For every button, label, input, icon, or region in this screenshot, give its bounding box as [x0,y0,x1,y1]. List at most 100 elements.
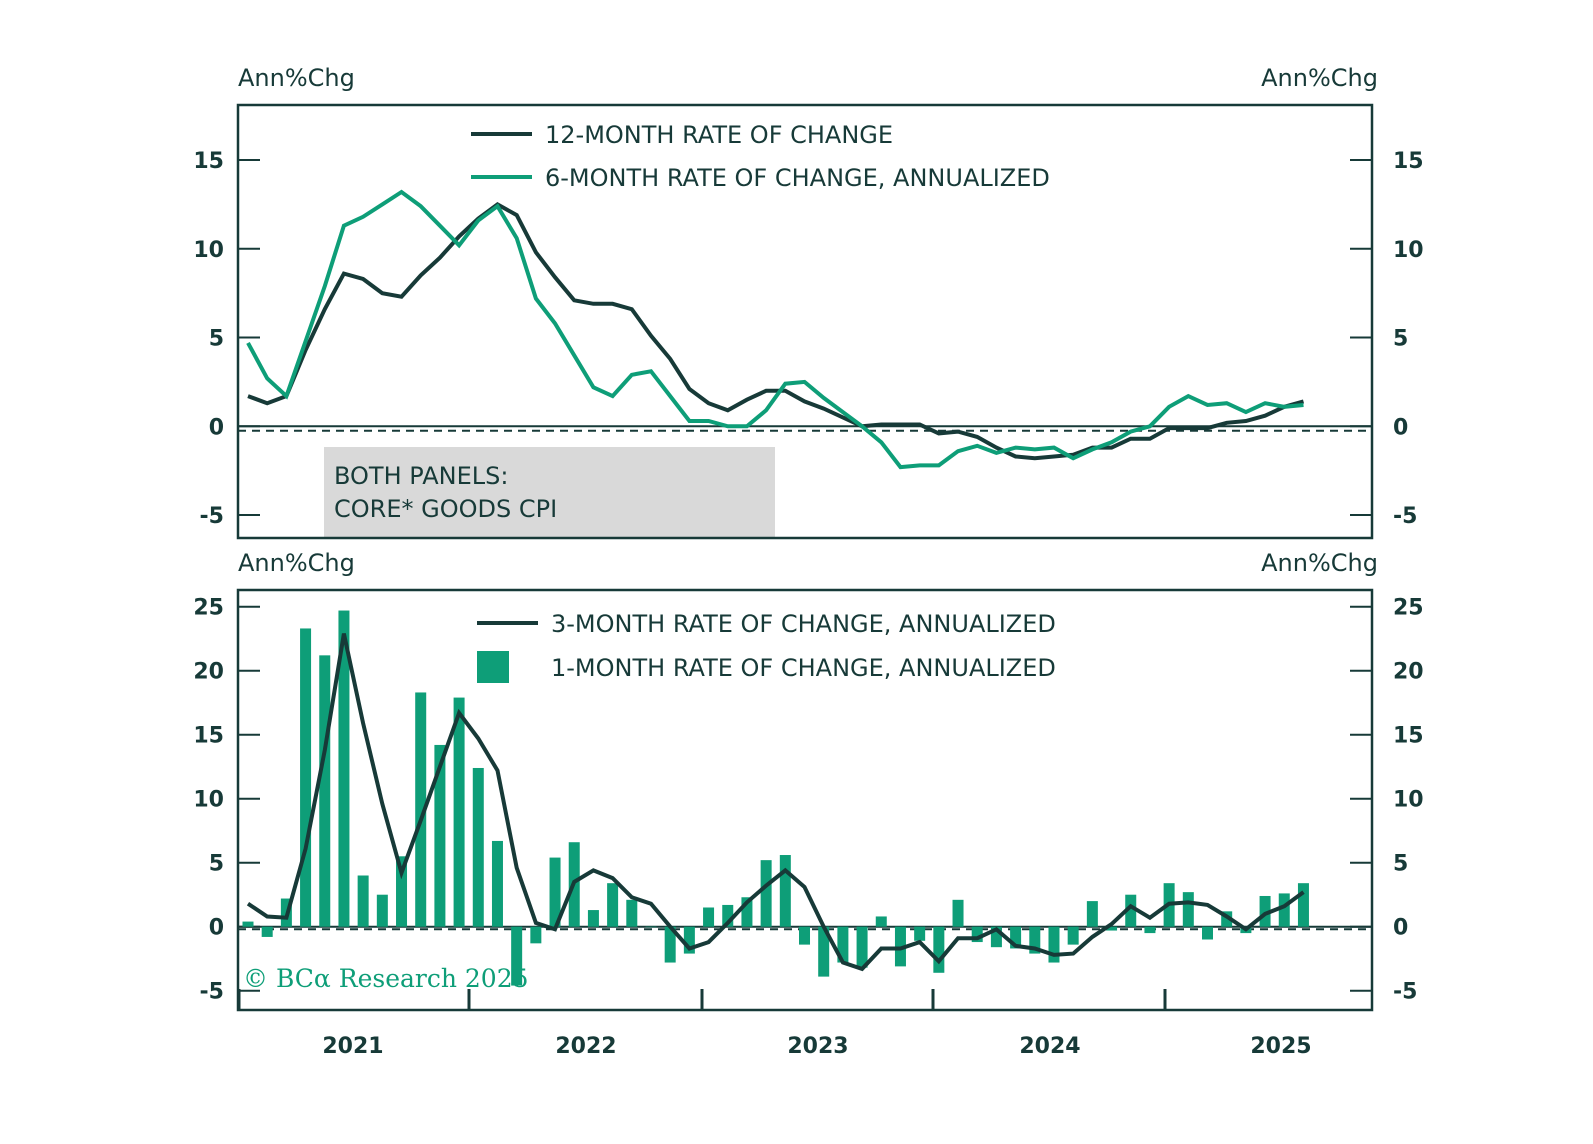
x-tick-label: 2022 [555,1034,616,1059]
bar-1-month [722,904,734,927]
bar-1-month [261,926,273,937]
bar-1-month [760,860,772,927]
bar-1-month [683,926,695,954]
y-tick-label-left: 15 [193,149,224,174]
annotation-box [324,447,775,537]
bar-1-month [376,894,388,927]
bar-1-month [664,926,676,963]
legend-label: 6-MONTH RATE OF CHANGE, ANNUALIZED [545,164,1050,192]
legend-swatch-bar [477,651,509,683]
y-tick-label-right: 15 [1393,724,1424,749]
bar-1-month [415,692,427,927]
bar-1-month [1125,894,1137,927]
bar-1-month [472,767,484,927]
bar-1-month [396,856,408,927]
legend-label: 12-MONTH RATE OF CHANGE [545,121,893,149]
y-tick-label-left: 25 [193,596,224,621]
bar-1-month [837,926,849,963]
y-tick-label-right: -5 [1393,504,1417,529]
bar-1-month [1010,926,1022,949]
y-tick-label-right: 0 [1393,415,1408,440]
y-tick-label-left: 0 [209,415,224,440]
bar-1-month [549,857,561,927]
bar-1-month [914,926,926,941]
legend-label: 1-MONTH RATE OF CHANGE, ANNUALIZED [551,654,1056,682]
bar-1-month [818,926,830,977]
bar-1-month [338,610,350,927]
bar-1-month [703,907,715,927]
y-tick-label-left: 20 [193,660,224,685]
bar-1-month [453,697,465,927]
y-tick-label-right: 20 [1393,660,1424,685]
bar-1-month [511,926,523,986]
y-tick-label-left: -5 [200,980,224,1005]
bar-1-month [1297,883,1309,927]
bar-1-month [530,926,542,944]
top-panel: BOTH PANELS: CORE* GOODS CPI -5 -5 0 0 5 5 10 10 1… [193,64,1424,540]
annotation-text: BOTH PANELS: [334,462,508,490]
bar-1-month [990,926,1002,948]
y-unit-label-right: Ann%Chg [1261,64,1378,92]
bar-1-month [491,840,503,927]
annotation-text: CORE* GOODS CPI [334,495,557,523]
y-unit-label-left: Ann%Chg [238,549,355,577]
y-tick-label-left: 10 [193,788,224,813]
y-unit-label-right: Ann%Chg [1261,549,1378,577]
bar-1-month [1048,926,1060,963]
y-tick-label-left: 5 [209,852,224,877]
bar-1-month [952,899,964,927]
bar-1-month [1182,892,1194,927]
bar-1-month [875,916,887,927]
bar-1-month [799,926,811,945]
bar-1-month [1259,895,1271,927]
panel-frame [236,103,1374,540]
bar-1-month [1106,926,1118,931]
bar-1-month [319,655,331,927]
y-tick-label-right: 10 [1393,788,1424,813]
bar-1-month [856,926,868,968]
bar-1-month [1086,901,1098,927]
bar-1-month [607,883,619,927]
bar-1-month [1029,926,1041,954]
y-tick-label-right: 15 [1393,149,1424,174]
y-tick-label-right: 5 [1393,852,1408,877]
bar-1-month [645,926,657,928]
y-tick-label-right: -5 [1393,980,1417,1005]
bar-1-month [1067,926,1079,945]
bar-1-month [626,899,638,927]
bar-1-month [1202,926,1213,940]
bar-1-month [1144,926,1156,934]
12-month-rate-of-change-line [247,202,1305,461]
y-tick-label-right: 0 [1393,916,1408,941]
y-tick-label-right: 25 [1393,596,1424,621]
bar-1-month [587,910,599,927]
x-tick-label: 2023 [787,1034,848,1059]
x-tick-label: 2021 [322,1034,383,1059]
y-tick-label-left: 5 [209,327,224,352]
y-tick-label-left: 10 [193,238,224,263]
bar-1-month [971,926,983,943]
y-tick-label-left: -5 [200,504,224,529]
legend-label: 3-MONTH RATE OF CHANGE, ANNUALIZED [551,610,1056,638]
y-tick-label-left: 15 [193,724,224,749]
bar-1-month [779,855,791,927]
y-unit-label-left: Ann%Chg [238,64,355,92]
watermark: © BCα Research 2025 [243,964,529,993]
3-month-rate-of-change-annualized-line [246,633,1305,972]
6-month-rate-of-change-annualized-line [246,189,1304,470]
bar-1-month [357,875,369,927]
bar-1-month [1278,893,1290,927]
bar-1-month [300,628,312,927]
bar-1-month [933,926,945,973]
x-tick-label: 2024 [1019,1034,1080,1059]
panel-frame [236,588,1374,1012]
y-tick-label-right: 5 [1393,327,1408,352]
x-tick-label: 2025 [1250,1034,1311,1059]
bar-1-month [741,897,753,927]
bar-1-month [434,744,446,927]
bar-1-month [1221,911,1233,927]
bar-1-month [242,921,254,927]
y-tick-label-right: 10 [1393,238,1424,263]
